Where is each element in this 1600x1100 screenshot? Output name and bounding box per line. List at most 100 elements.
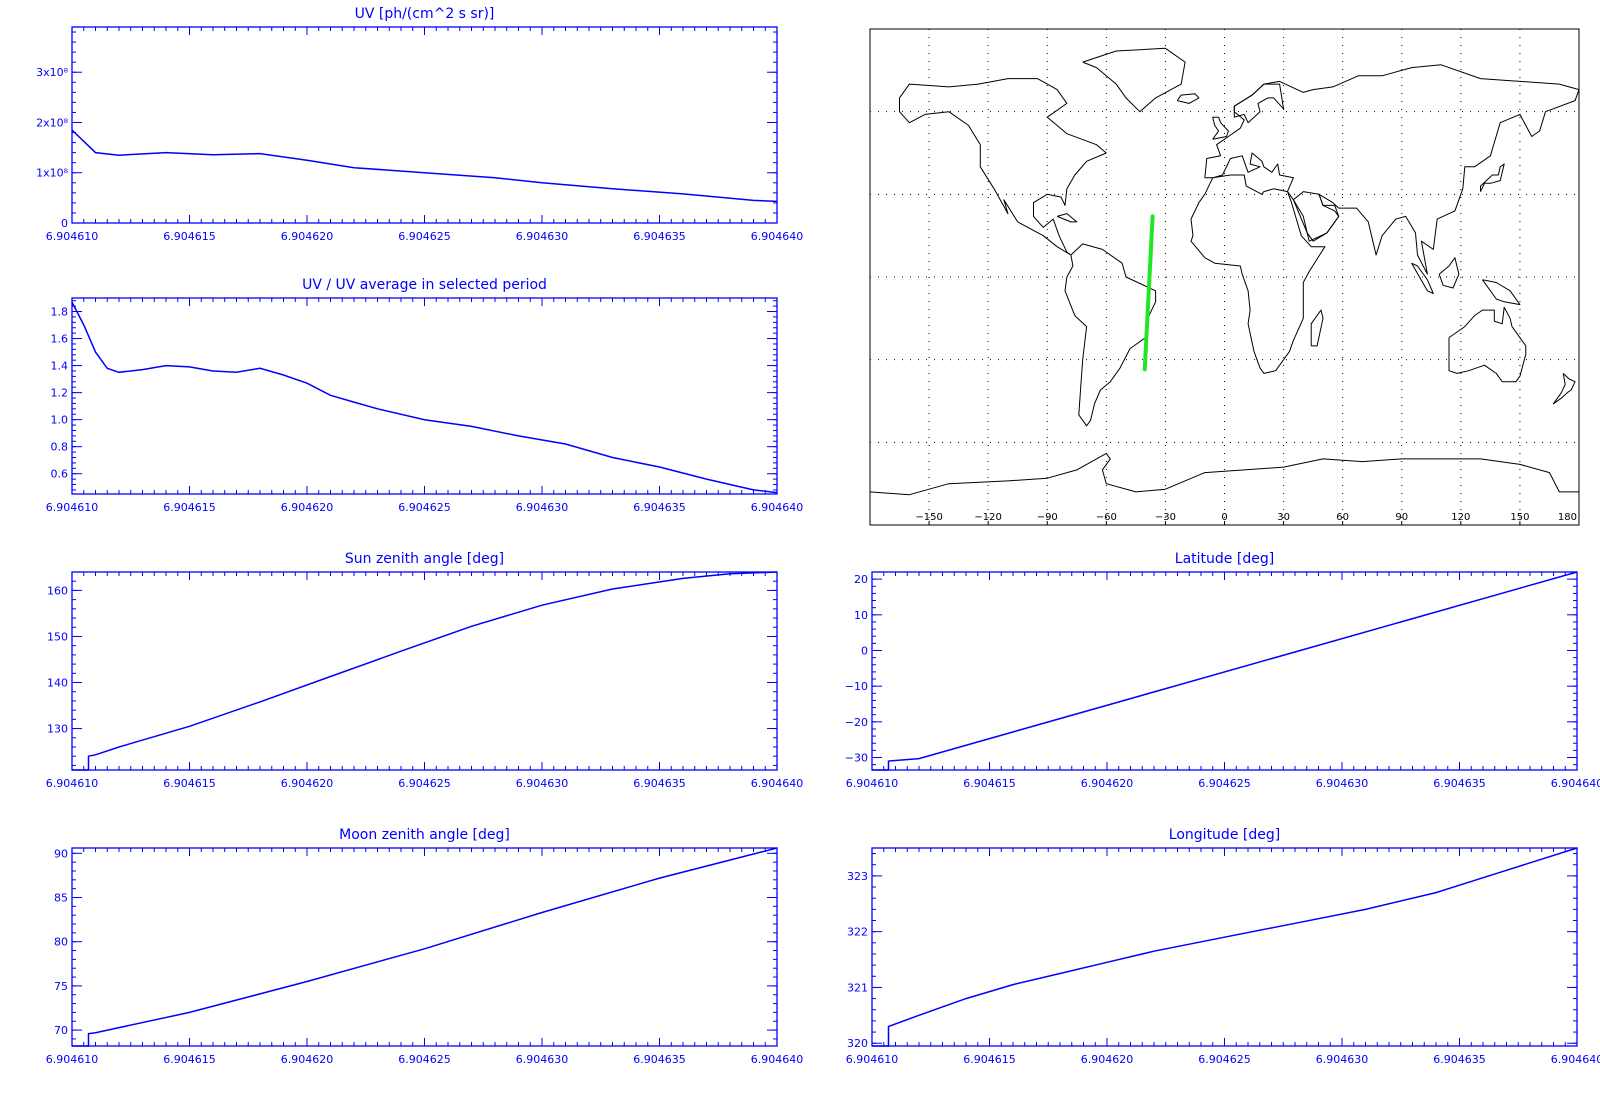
x-tick-label: 6.904610: [846, 777, 899, 790]
x-tick-label: 6.904610: [846, 1053, 899, 1066]
y-tick-label: 150: [47, 630, 68, 643]
map-x-tick-label: −150: [915, 512, 942, 523]
coastline-sumatra: [1411, 262, 1434, 294]
coastline-australia: [1448, 306, 1527, 383]
coastline-scandinavia: [1233, 83, 1285, 124]
x-tick-label: 6.904620: [281, 501, 334, 514]
y-tick-label: 320: [847, 1037, 868, 1050]
series-line: [71, 301, 778, 494]
y-tick-label: 0: [61, 217, 68, 230]
x-tick-label: 6.904630: [1316, 777, 1369, 790]
x-tick-label: 6.904620: [281, 777, 334, 790]
x-tick-label: 6.904640: [1551, 1053, 1600, 1066]
x-tick-label: 6.904635: [633, 501, 686, 514]
x-tick-label: 6.904640: [751, 777, 804, 790]
series-line: [72, 847, 778, 1047]
map-x-tick-label: −60: [1096, 512, 1117, 523]
x-tick-label: 6.904625: [398, 501, 451, 514]
coastline-eurasia: [1204, 64, 1580, 275]
map-x-tick-label: 150: [1510, 512, 1529, 523]
coastline-caribbean-cuba: [1056, 213, 1078, 223]
x-tick-label: 6.904635: [1433, 1053, 1486, 1066]
coastline-borneo: [1438, 257, 1460, 289]
chart-title: Longitude [deg]: [1169, 827, 1280, 843]
x-tick-label: 6.904610: [46, 230, 99, 243]
x-tick-label: 6.904630: [516, 777, 569, 790]
x-tick-label: 6.904640: [1551, 777, 1600, 790]
x-tick-label: 6.904640: [751, 1053, 804, 1066]
map-x-tick-label: 120: [1451, 512, 1470, 523]
coastline-arabia: [1292, 191, 1340, 242]
y-tick-label: 140: [47, 677, 68, 690]
world-map: −150 −120 −90 −60 −30 0 30 60 90 120 150 180: [869, 28, 1580, 526]
x-tick-label: 6.904615: [163, 1053, 216, 1066]
y-tick-label: 2x10⁸: [36, 116, 69, 129]
x-tick-label: 6.904640: [751, 230, 804, 243]
x-tick-label: 6.904610: [46, 777, 99, 790]
x-tick-label: 6.904635: [1433, 777, 1486, 790]
x-tick-label: 6.904635: [633, 1053, 686, 1066]
y-tick-label: 85: [54, 892, 68, 905]
coastline-madagascar: [1310, 309, 1324, 347]
x-tick-label: 6.904620: [281, 230, 334, 243]
x-tick-label: 6.904610: [46, 1053, 99, 1066]
x-tick-label: 6.904620: [1081, 1053, 1134, 1066]
x-tick-label: 6.904620: [1081, 777, 1134, 790]
coastline-new-zealand: [1552, 373, 1576, 405]
map-x-tick-label: −120: [974, 512, 1001, 523]
x-tick-label: 6.904615: [963, 777, 1016, 790]
chart-title: Latitude [deg]: [1175, 551, 1274, 567]
coastline-new-guinea: [1482, 279, 1521, 306]
y-tick-label: 0.8: [51, 441, 69, 454]
x-tick-label: 6.904635: [633, 777, 686, 790]
y-tick-label: 323: [847, 870, 868, 883]
x-tick-label: 6.904615: [163, 230, 216, 243]
y-tick-label: 3x10⁸: [36, 66, 69, 79]
x-tick-label: 6.904625: [398, 230, 451, 243]
chart-title: UV / UV average in selected period: [302, 277, 547, 293]
x-tick-label: 6.904615: [163, 501, 216, 514]
x-tick-label: 6.904640: [751, 501, 804, 514]
coastline-africa: [1190, 174, 1326, 374]
series-line: [71, 129, 778, 203]
coastline-iceland: [1176, 93, 1200, 104]
chart-title: Sun zenith angle [deg]: [345, 551, 504, 567]
y-tick-label: 0: [861, 644, 868, 657]
y-tick-label: −10: [845, 680, 868, 693]
x-tick-label: 6.904630: [1316, 1053, 1369, 1066]
x-tick-label: 6.904625: [398, 1053, 451, 1066]
chart-uv-ratio: UV / UV average in selected period 6.9046…: [46, 277, 804, 514]
y-tick-label: 1.4: [51, 360, 69, 373]
y-tick-label: 1.2: [51, 387, 69, 400]
x-tick-label: 6.904630: [516, 1053, 569, 1066]
y-tick-label: 1.0: [51, 414, 69, 427]
x-tick-label: 6.904625: [398, 777, 451, 790]
chart-latitude: Latitude [deg] 6.904610 6.904615 6.904620 6.…: [845, 551, 1600, 790]
y-tick-label: 130: [47, 723, 68, 736]
map-x-tick-label: 0: [1221, 512, 1227, 523]
y-tick-label: 1x10⁸: [36, 167, 69, 180]
map-x-tick-label: −30: [1155, 512, 1176, 523]
y-tick-label: 70: [54, 1024, 68, 1037]
y-tick-label: −30: [845, 752, 868, 765]
x-tick-label: 6.904610: [46, 501, 99, 514]
coastline-north-america: [899, 78, 1107, 256]
x-tick-label: 6.904615: [963, 1053, 1016, 1066]
satellite-track: [1142, 214, 1155, 372]
plot-frame: [71, 571, 778, 771]
coastline-japan: [1480, 163, 1505, 192]
y-tick-label: 10: [854, 609, 868, 622]
plot-frame: [871, 847, 1578, 1047]
map-x-tick-label: 60: [1336, 512, 1349, 523]
chart-longitude: Longitude [deg] 6.904610 6.904615 6.904620 6…: [846, 827, 1600, 1066]
y-tick-label: 322: [847, 926, 868, 939]
x-tick-label: 6.904635: [633, 230, 686, 243]
chart-uv: UV [ph/(cm^2 s sr)] 6.904610 6.904615 6.904…: [36, 6, 803, 243]
map-x-tick-label: −90: [1037, 512, 1058, 523]
y-tick-label: 20: [854, 573, 868, 586]
map-x-tick-label: 180: [1558, 512, 1577, 523]
coastline-greenland: [1082, 47, 1186, 113]
y-tick-label: 80: [54, 936, 68, 949]
coastline-south-america: [1064, 243, 1157, 427]
